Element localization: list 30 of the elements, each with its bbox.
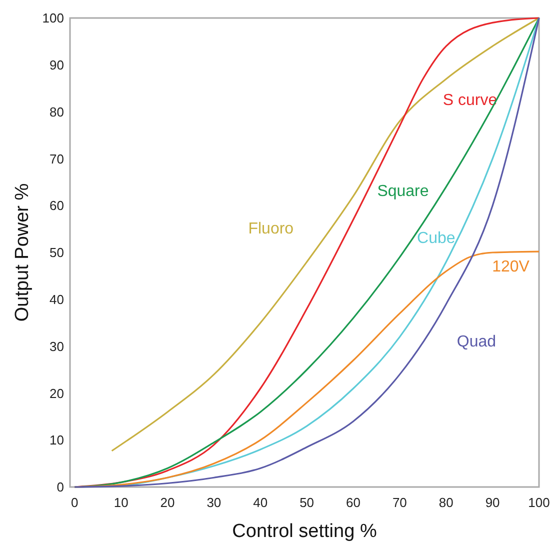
y-tick-label: 60 xyxy=(50,198,64,214)
y-axis-title: Output Power % xyxy=(12,183,33,322)
x-tick-label: 60 xyxy=(346,495,360,510)
y-tick-label: 100 xyxy=(42,10,64,26)
y-tick-label: 40 xyxy=(50,292,64,307)
y-tick-label: 20 xyxy=(50,386,64,401)
x-tick-label: 0 xyxy=(71,495,78,510)
x-tick-label: 20 xyxy=(160,495,175,510)
y-tick-label: 70 xyxy=(50,151,64,166)
series-label: Fluoro xyxy=(248,220,294,238)
x-tick-label: 70 xyxy=(392,495,407,510)
series-label: Cube xyxy=(417,230,456,248)
x-axis-title: Control setting % xyxy=(232,521,377,542)
x-tick-label: 100 xyxy=(528,495,550,510)
series-label: Square xyxy=(377,183,429,200)
x-tick-label: 80 xyxy=(438,495,454,510)
x-tick-label: 10 xyxy=(114,495,128,510)
x-tick-label: 90 xyxy=(485,495,500,510)
series-label: S curve xyxy=(442,92,498,109)
x-tick-label: 50 xyxy=(300,495,314,510)
y-tick-label: 80 xyxy=(50,104,64,120)
y-tick-label: 30 xyxy=(50,338,64,354)
y-tick-label: 90 xyxy=(50,57,64,72)
series-label: Quad xyxy=(456,333,496,350)
y-tick-label: 10 xyxy=(50,432,64,448)
x-tick-label: 30 xyxy=(206,495,222,510)
y-tick-label: 50 xyxy=(50,245,64,260)
y-tick-label: 0 xyxy=(56,480,64,495)
series-label: 120V xyxy=(492,258,530,276)
x-tick-label: 40 xyxy=(253,495,268,510)
